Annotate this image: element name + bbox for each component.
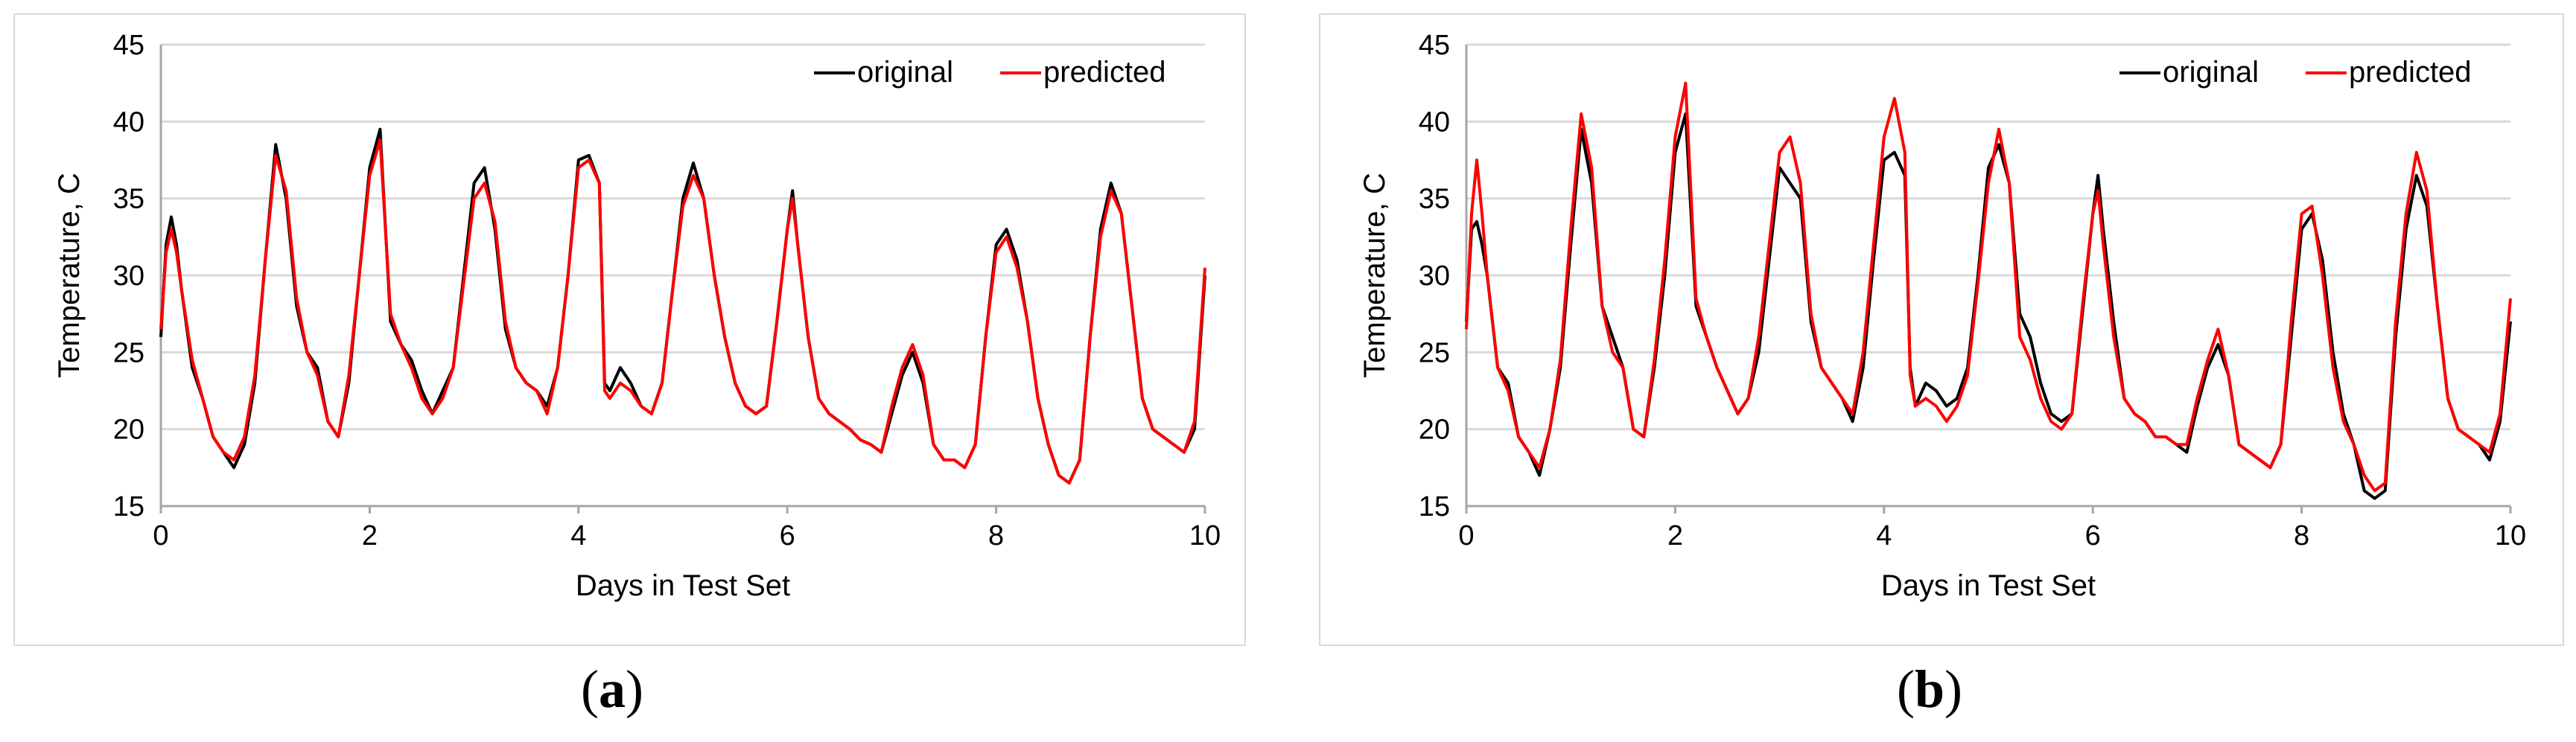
y-tick-label: 25: [113, 337, 144, 368]
x-axis-label: Days in Test Set: [576, 569, 790, 602]
x-tick-label: 10: [2495, 520, 2526, 551]
y-tick-label: 20: [113, 415, 144, 446]
y-tick-label: 15: [113, 491, 144, 522]
y-tick-label: 35: [1419, 184, 1450, 215]
legend-label-original: original: [2163, 56, 2259, 89]
series-line-original: [1465, 112, 2512, 500]
legend-label-original: original: [857, 56, 953, 89]
x-tick-label: 2: [1667, 520, 1683, 551]
y-tick-label: 45: [1419, 30, 1450, 61]
x-axis-label: Days in Test Set: [1881, 569, 2096, 602]
x-tick-label: 6: [2085, 520, 2101, 551]
legend-label-predicted: predicted: [1043, 56, 1166, 89]
x-tick-label: 10: [1189, 520, 1221, 551]
x-tick-label: 0: [153, 520, 168, 551]
x-tick-label: 4: [570, 520, 586, 551]
y-axis-label: Temperature, C: [53, 173, 86, 378]
x-tick-label: 2: [362, 520, 378, 551]
y-tick-label: 15: [1419, 491, 1450, 522]
chart-panel-a: 15 20 25 30 35 40 45 0 2 4 6 8 10 Days in Test Set Tem…: [13, 13, 1246, 646]
x-tick-label: 0: [1458, 520, 1474, 551]
y-tick-label: 30: [1419, 260, 1450, 292]
chart-b: 15 20 25 30 35 40 45 0 2 4 6 8 10 Days in Test Set Tem…: [1358, 30, 2526, 602]
y-tick-label: 40: [113, 106, 144, 138]
y-axis-label: Temperature, C: [1358, 173, 1391, 378]
x-tick-label: 6: [780, 520, 795, 551]
y-tick-label: 30: [113, 260, 144, 292]
panel-label-b: (b): [1896, 659, 1962, 719]
y-tick-label: 40: [1419, 106, 1450, 138]
y-tick-label: 45: [113, 30, 144, 61]
panel-label-a: (a): [581, 659, 643, 719]
legend: original predicted: [814, 56, 1166, 89]
legend: original predicted: [2119, 56, 2472, 89]
series-line-predicted: [1465, 81, 2512, 493]
y-tick-label: 20: [1419, 415, 1450, 446]
gridlines: [161, 43, 1205, 431]
chart-a: 15 20 25 30 35 40 45 0 2 4 6 8 10 Days in Test Set Tem…: [53, 30, 1221, 602]
y-tick-label: 35: [113, 184, 144, 215]
x-tick-label: 8: [988, 520, 1004, 551]
x-tick-label: 8: [2294, 520, 2309, 551]
x-tick-label: 4: [1876, 520, 1892, 551]
legend-label-predicted: predicted: [2349, 56, 2472, 89]
series-line-predicted: [159, 138, 1206, 484]
y-tick-label: 25: [1419, 337, 1450, 368]
chart-panel-b: 15 20 25 30 35 40 45 0 2 4 6 8 10 Days in Test Set Tem…: [1319, 13, 2564, 646]
gridlines: [1466, 43, 2510, 431]
